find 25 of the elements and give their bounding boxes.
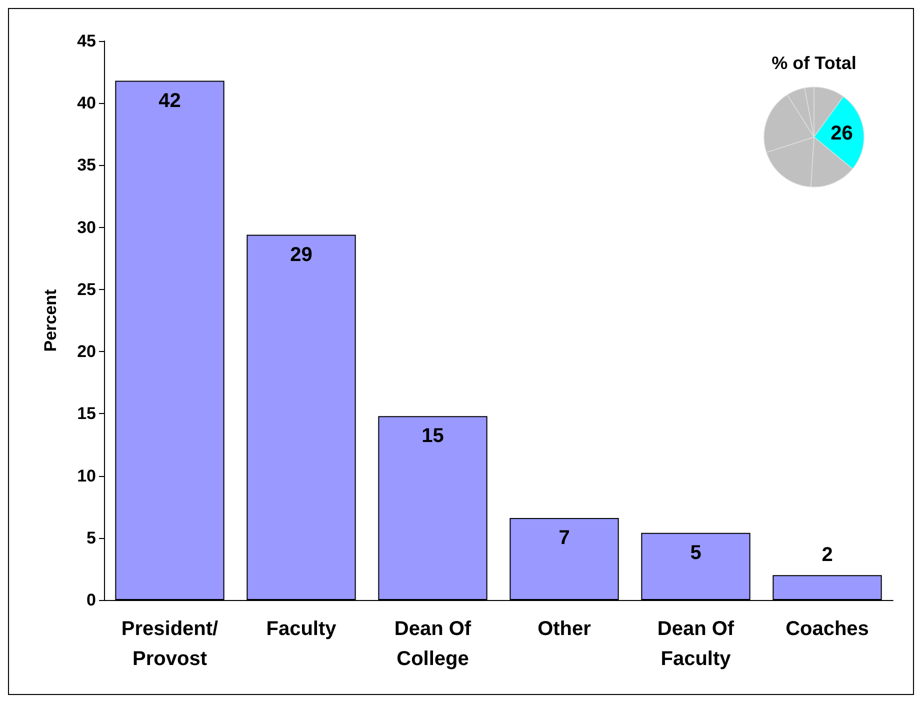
- y-tick-label: 5: [86, 528, 96, 548]
- y-tick-label: 0: [86, 590, 96, 610]
- data-label: 26: [830, 122, 853, 144]
- y-tick-label: 20: [77, 342, 96, 362]
- y-tick-label: 40: [77, 94, 96, 113]
- y-tick-label: 45: [77, 32, 96, 50]
- y-axis-title: Percent: [41, 288, 60, 352]
- y-tick-label: 15: [77, 404, 96, 424]
- data-label: 7: [558, 527, 570, 550]
- data-label: 2: [822, 544, 833, 566]
- y-tick-label: 35: [77, 156, 96, 175]
- data-label: 42: [158, 90, 181, 112]
- y-tick-label: 25: [77, 280, 96, 299]
- y-tick-label: 10: [77, 466, 96, 486]
- x-tick-label: Faculty: [266, 618, 338, 640]
- x-tick-label: Coaches: [786, 618, 869, 640]
- data-label: 29: [290, 244, 312, 266]
- y-tick-label: 30: [77, 218, 96, 237]
- x-tick-label: President/ Provost: [121, 618, 219, 670]
- x-tick-label: Dean Of College: [394, 618, 472, 670]
- data-label: 5: [690, 542, 702, 564]
- x-tick-label: Dean Of Faculty: [657, 618, 734, 670]
- x-tick-label: Other: [538, 618, 592, 640]
- chart-title: % of Total: [772, 53, 856, 73]
- data-label: 15: [422, 425, 444, 448]
